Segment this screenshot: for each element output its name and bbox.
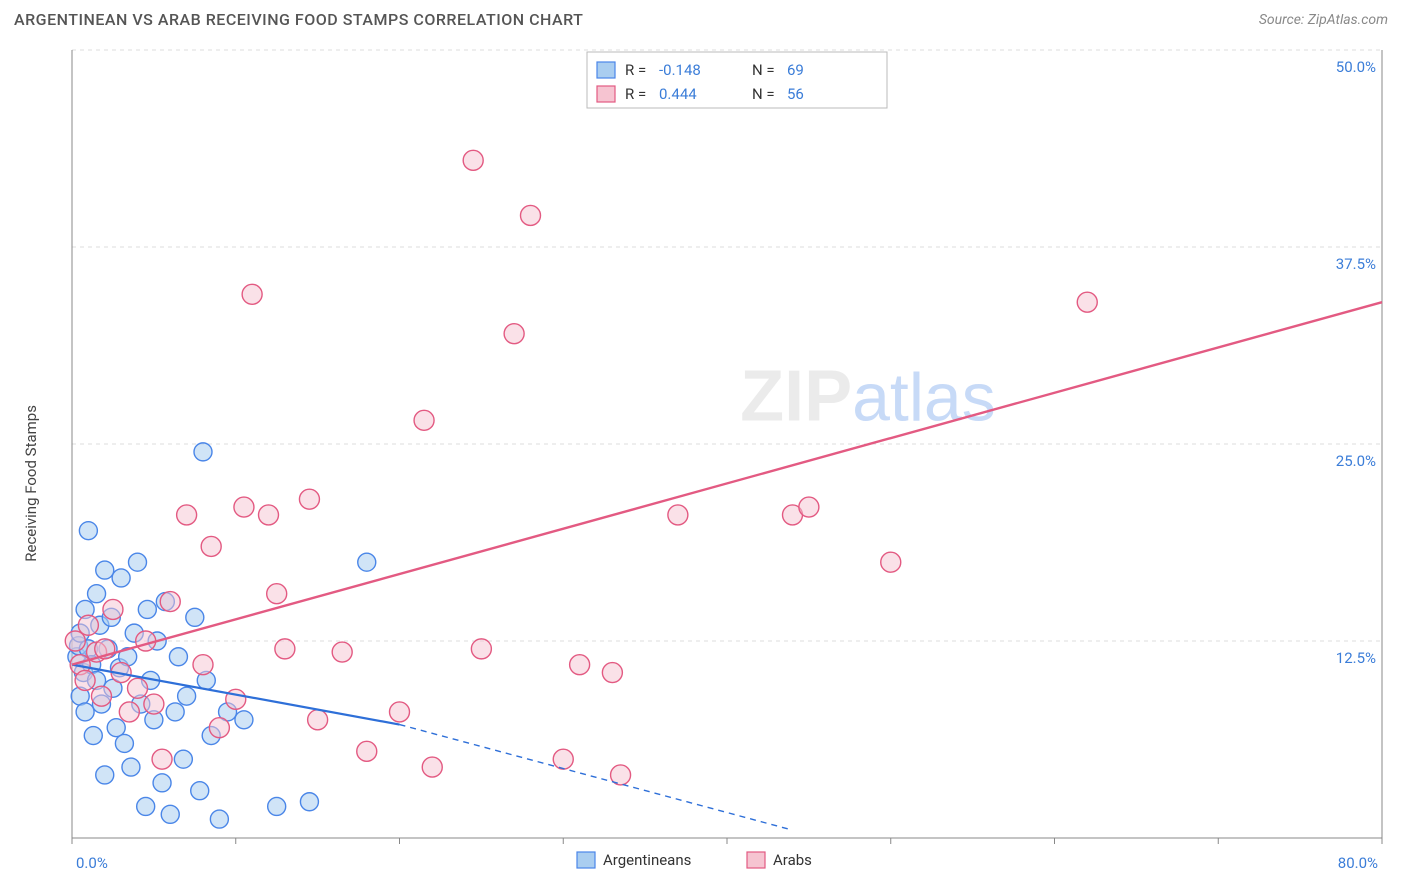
scatter-point <box>112 569 130 587</box>
scatter-point <box>160 592 180 612</box>
scatter-point <box>422 757 442 777</box>
scatter-point <box>128 678 148 698</box>
scatter-point <box>799 497 819 517</box>
scatter-point <box>144 694 164 714</box>
bottom-legend-label: Argentineans <box>603 851 691 869</box>
y-tick-label: 25.0% <box>1336 452 1376 470</box>
scatter-point <box>881 552 901 572</box>
trend-line <box>72 302 1382 664</box>
legend-n-value: 69 <box>787 61 804 79</box>
legend-r-label: R = <box>625 85 646 103</box>
scatter-point <box>209 718 229 738</box>
scatter-point <box>390 702 410 722</box>
scatter-point <box>96 766 114 784</box>
scatter-point <box>138 600 156 618</box>
legend-n-value: 56 <box>787 85 804 103</box>
x-end-label: 80.0% <box>1338 854 1378 872</box>
scatter-point <box>201 536 221 556</box>
scatter-point <box>521 205 541 225</box>
scatter-point <box>414 410 434 430</box>
scatter-point <box>78 615 98 635</box>
watermark: ZIPatlas <box>740 356 996 436</box>
legend-r-value: 0.444 <box>659 85 697 103</box>
chart-title: ARGENTINEAN VS ARAB RECEIVING FOOD STAMP… <box>14 10 583 29</box>
scatter-point <box>234 497 254 517</box>
scatter-point <box>137 797 155 815</box>
scatter-point <box>169 648 187 666</box>
legend-n-label: N = <box>752 61 775 79</box>
scatter-point <box>357 741 377 761</box>
scatter-point <box>668 505 688 525</box>
y-tick-label: 37.5% <box>1336 255 1376 273</box>
scatter-point <box>242 284 262 304</box>
scatter-point <box>153 774 171 792</box>
scatter-point <box>267 584 287 604</box>
scatter-point <box>194 443 212 461</box>
scatter-point <box>88 585 106 603</box>
scatter-point <box>75 670 95 690</box>
x-start-label: 0.0% <box>76 854 108 872</box>
legend-r-label: R = <box>625 61 646 79</box>
scatter-point <box>96 561 114 579</box>
scatter-point <box>122 758 140 776</box>
scatter-point <box>268 797 286 815</box>
scatter-point <box>103 599 123 619</box>
scatter-point <box>136 631 156 651</box>
scatter-point <box>553 749 573 769</box>
scatter-point <box>178 687 196 705</box>
bottom-legend-swatch <box>577 852 595 868</box>
legend-swatch <box>597 62 615 78</box>
chart-container: ZIPatlas 12.5% 25.0% 37.5% 50.0% 0.0% 80.0% Rec… <box>14 44 1392 882</box>
scatter-point <box>358 553 376 571</box>
scatter-point <box>602 663 622 683</box>
trend-line-extrapolated <box>400 725 793 831</box>
scatter-point <box>152 749 172 769</box>
y-tick-label: 50.0% <box>1336 58 1376 76</box>
scatter-point <box>91 686 111 706</box>
scatter-point <box>161 805 179 823</box>
y-axis-title: Receiving Food Stamps <box>22 405 40 562</box>
source-attribution: Source: ZipAtlas.com <box>1259 12 1388 28</box>
chart-header: ARGENTINEAN VS ARAB RECEIVING FOOD STAMP… <box>0 0 1406 35</box>
scatter-point <box>471 639 491 659</box>
scatter-point <box>1077 292 1097 312</box>
scatter-point <box>275 639 295 659</box>
scatter-point <box>186 608 204 626</box>
scatter-point <box>119 702 139 722</box>
scatter-point <box>504 324 524 344</box>
scatter-point <box>129 553 147 571</box>
scatter-point <box>191 782 209 800</box>
scatter-point <box>299 489 319 509</box>
scatter-point <box>332 642 352 662</box>
legend-swatch <box>597 86 615 102</box>
scatter-point <box>308 710 328 730</box>
legend-r-value: -0.148 <box>659 61 701 79</box>
correlation-scatter-chart: ZIPatlas 12.5% 25.0% 37.5% 50.0% 0.0% 80.0% Rec… <box>14 44 1392 882</box>
bottom-legend-swatch <box>747 852 765 868</box>
scatter-point <box>193 655 213 675</box>
scatter-point <box>166 703 184 721</box>
y-tick-label: 12.5% <box>1336 649 1376 667</box>
scatter-point <box>84 727 102 745</box>
scatter-point <box>300 793 318 811</box>
scatter-point <box>115 734 133 752</box>
scatter-point <box>177 505 197 525</box>
legend-n-label: N = <box>752 85 775 103</box>
scatter-point <box>463 150 483 170</box>
scatter-point <box>76 703 94 721</box>
scatter-point <box>570 655 590 675</box>
scatter-point <box>174 750 192 768</box>
scatter-point <box>235 711 253 729</box>
scatter-point <box>79 522 97 540</box>
scatter-point <box>210 810 228 828</box>
bottom-legend-label: Arabs <box>773 851 812 869</box>
scatter-point <box>259 505 279 525</box>
